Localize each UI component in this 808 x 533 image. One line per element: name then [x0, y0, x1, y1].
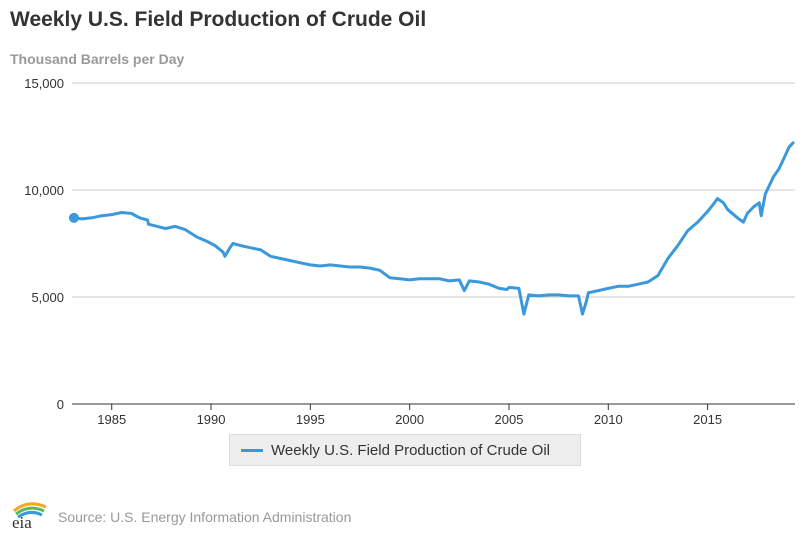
x-tick-label: 2005	[495, 412, 524, 427]
chart-subtitle: Thousand Barrels per Day	[10, 51, 185, 67]
logo-arc-green	[15, 506, 45, 516]
series-layer	[68, 141, 795, 316]
y-tick-label: 5,000	[31, 290, 64, 305]
y-tick-label: 10,000	[24, 183, 64, 198]
y-axis-tick-labels: 0 5,000 10,000 15,000	[24, 76, 64, 412]
source-note: Source: U.S. Energy Information Administ…	[58, 509, 352, 525]
grid-lines	[72, 82, 795, 298]
x-axis-ticks: 1985 1990 1995 2000 2005 2010 2015	[72, 403, 795, 427]
y-tick-label: 15,000	[24, 76, 64, 91]
legend-swatch	[241, 449, 263, 452]
x-tick-label: 2015	[693, 412, 722, 427]
series-line	[72, 141, 795, 316]
x-tick-label: 1985	[97, 412, 126, 427]
x-tick-label: 1990	[197, 412, 226, 427]
x-tick-label: 2010	[594, 412, 623, 427]
series-start-marker	[68, 212, 79, 223]
logo-text: eia	[12, 513, 32, 529]
logo-arc-orange	[13, 502, 47, 513]
legend-label: Weekly U.S. Field Production of Crude Oi…	[271, 442, 551, 459]
x-tick-label: 2000	[395, 412, 424, 427]
eia-logo: eia	[12, 502, 47, 529]
legend[interactable]: Weekly U.S. Field Production of Crude Oi…	[229, 434, 581, 466]
x-tick-label: 1995	[296, 412, 325, 427]
chart-title: Weekly U.S. Field Production of Crude Oi…	[10, 8, 427, 31]
logo-arc-blue	[17, 510, 43, 519]
y-tick-label: 0	[57, 397, 64, 412]
